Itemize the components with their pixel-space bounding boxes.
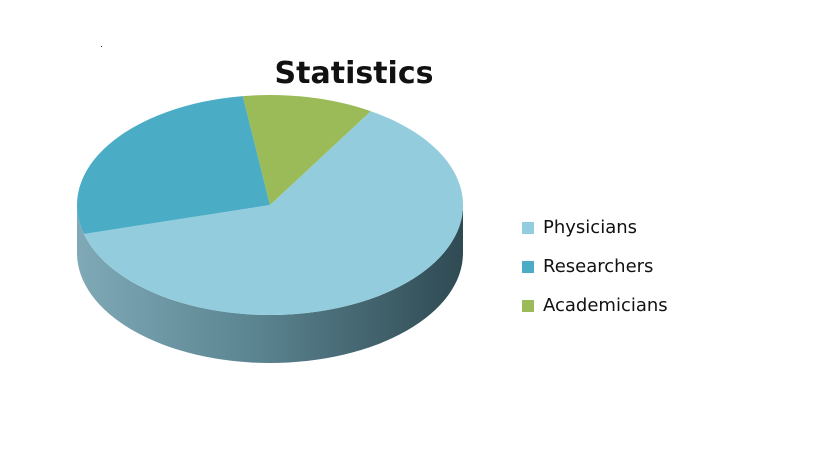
legend-item-researchers: Researchers	[522, 247, 668, 286]
pie-slice-researchers	[76, 96, 270, 235]
legend-swatch	[522, 299, 534, 312]
legend-swatch	[522, 221, 534, 234]
legend: Physicians Researchers Academicians	[522, 208, 668, 325]
legend-item-academicians: Academicians	[522, 286, 668, 325]
legend-label: Physicians	[543, 217, 638, 238]
legend-label: Researchers	[543, 256, 654, 277]
legend-item-physicians: Physicians	[522, 208, 668, 247]
pie-side-wall	[77, 205, 463, 363]
pie-slice-academicians	[242, 95, 371, 205]
pie-top	[76, 95, 463, 315]
legend-label: Academicians	[543, 295, 668, 316]
pie-side	[77, 205, 463, 363]
chart-title: Statistics	[274, 56, 434, 91]
legend-swatch	[522, 260, 534, 273]
pie-slice-physicians	[83, 111, 463, 315]
stray-dot	[101, 46, 102, 47]
